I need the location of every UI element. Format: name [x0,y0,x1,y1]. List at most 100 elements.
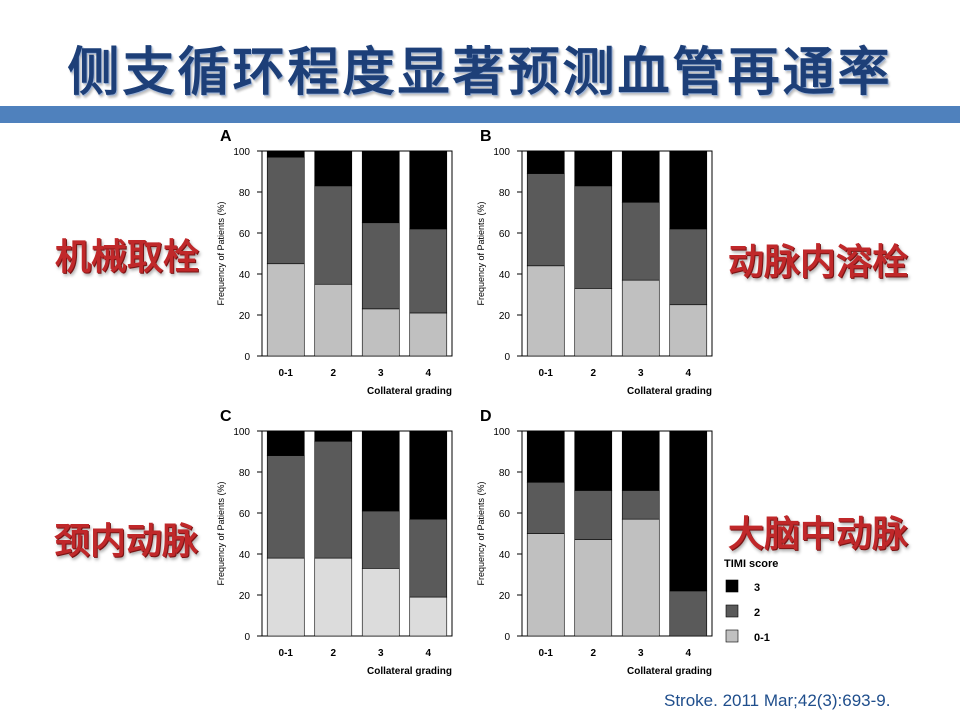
bar-segment-c-3-timi-2 [361,510,400,569]
y-tick-label-b: 100 [493,147,510,158]
bar-segment-b-0-1-timi-3 [526,150,565,174]
panel-letter-b: B [480,128,492,145]
bar-segment-a-0-1-timi-2 [266,156,305,265]
y-tick-label-a: 0 [244,352,250,363]
bar-segment-b-3-timi-0-1 [621,279,660,357]
bar-segment-b-0-1-timi-0-1 [526,265,565,357]
bar-segment-a-4-timi-0-1 [409,312,448,357]
y-tick-label-b: 60 [499,229,511,240]
y-tick-label-d: 0 [504,632,510,643]
bar-segment-c-4-timi-2 [409,518,448,598]
x-axis-label-a: Collateral grading [367,386,452,397]
x-tick-label-d: 4 [685,648,691,659]
x-tick-label-d: 0-1 [539,648,554,659]
legend-swatch-timi-0-1 [725,629,739,643]
bar-segment-a-2-timi-3 [314,150,353,187]
plot-frame-b [521,150,713,357]
slide-title: 侧支循环程度显著预测血管再通率 [67,43,893,103]
y-axis-label-d: Frequency of Patients (%) [476,481,486,585]
bar-segment-d-2-timi-0-1 [574,539,613,637]
plot-frame-c [261,430,453,637]
x-tick-label-b: 4 [685,368,691,379]
y-axis-label-a: Frequency of Patients (%) [216,201,226,305]
bar-segment-c-4-timi-3 [409,430,448,520]
bar-segment-a-2-timi-0-1 [314,283,353,357]
y-tick-label-d: 100 [493,427,510,438]
bar-segment-c-2-timi-3 [314,430,353,442]
bar-segment-a-4-timi-2 [409,228,448,314]
bar-segment-a-0-1-timi-3 [266,150,305,158]
x-tick-label-d: 3 [638,648,644,659]
tag-intra-arterial-thrombolysis: 动脉内溶栓 [728,242,909,283]
y-tick-label-a: 80 [239,188,251,199]
bar-segment-b-4-timi-3 [669,150,708,230]
plot-frame-a [261,150,453,357]
tag-internal-carotid-artery: 颈内动脉 [54,521,199,562]
y-tick-label-c: 40 [239,550,251,561]
bar-segment-c-4-timi-0-1 [409,596,448,637]
x-tick-label-c: 0-1 [279,648,294,659]
bar-segment-a-0-1-timi-0-1 [266,263,305,357]
x-axis-label-c: Collateral grading [367,666,452,677]
y-axis-label-c: Frequency of Patients (%) [216,481,226,585]
bar-segment-d-3-timi-3 [621,430,660,491]
bar-segment-c-2-timi-2 [314,440,353,559]
bar-segment-b-3-timi-2 [621,201,660,281]
panel-letter-c: C [220,408,232,425]
y-tick-label-a: 40 [239,270,251,281]
y-tick-label-c: 60 [239,509,251,520]
y-tick-label-a: 60 [239,229,251,240]
x-tick-label-c: 3 [378,648,384,659]
bar-segment-c-0-1-timi-2 [266,455,305,559]
legend-label-timi-2: 2 [754,607,760,619]
legend-label-timi-3: 3 [754,582,760,594]
x-axis-label-d: Collateral grading [627,666,712,677]
bar-segment-d-0-1-timi-2 [526,481,565,534]
bar-segment-a-3-timi-3 [361,150,400,224]
chart-panel-d: D 0 20 40 60 80 100 Frequency of Patients (%) 0-… [476,408,778,677]
bar-segment-d-4-timi-3 [669,430,708,592]
bar-segment-c-2-timi-0-1 [314,557,353,637]
y-tick-label-b: 40 [499,270,511,281]
y-tick-label-c: 80 [239,468,251,479]
bar-segment-c-0-1-timi-3 [266,430,305,456]
legend-swatch-timi-2 [725,604,739,618]
bar-segment-c-0-1-timi-0-1 [266,557,305,637]
bar-segment-b-2-timi-2 [574,185,613,289]
x-tick-label-c: 4 [425,648,431,659]
y-tick-label-d: 60 [499,509,511,520]
x-tick-label-a: 4 [425,368,431,379]
x-tick-label-b: 2 [590,368,596,379]
legend-swatch-timi-3 [725,579,739,593]
y-tick-label-d: 80 [499,468,511,479]
panel-letter-d: D [480,408,492,425]
legend-title: TIMI score [724,558,778,570]
bar-segment-d-2-timi-3 [574,430,613,491]
tag-middle-cerebral-artery: 大脑中动脉 [728,514,909,555]
y-tick-label-c: 20 [239,591,251,602]
bar-segment-b-2-timi-3 [574,150,613,187]
bar-segment-b-3-timi-3 [621,150,660,203]
x-tick-label-a: 0-1 [279,368,294,379]
y-tick-label-c: 100 [233,427,250,438]
bar-segment-b-4-timi-0-1 [669,304,708,357]
legend-label-timi-0-1: 0-1 [754,632,770,644]
bar-segment-b-4-timi-2 [669,228,708,306]
y-tick-label-a: 20 [239,311,251,322]
chart-panel-a: A 0 20 40 60 80 100 Frequency of Patients (%) 0-… [216,128,453,397]
y-tick-label-b: 20 [499,311,511,322]
citation: Stroke. 2011 Mar;42(3):693-9. [664,691,891,710]
chart-panel-b: B 0 20 40 60 80 100 Frequency of Patients (%) 0-… [476,128,713,397]
x-tick-label-b: 0-1 [539,368,554,379]
title-bar [0,106,960,123]
chart-panel-c: C 0 20 40 60 80 100 Frequency of Patients (%) 0-… [216,408,453,677]
bar-segment-c-3-timi-3 [361,430,400,512]
bar-segment-a-3-timi-0-1 [361,308,400,357]
bar-segment-d-3-timi-2 [621,490,660,520]
x-tick-label-b: 3 [638,368,644,379]
x-tick-label-d: 2 [590,648,596,659]
y-tick-label-d: 40 [499,550,511,561]
bar-segment-c-3-timi-0-1 [361,568,400,637]
bar-segment-b-0-1-timi-2 [526,173,565,267]
y-tick-label-c: 0 [244,632,250,643]
